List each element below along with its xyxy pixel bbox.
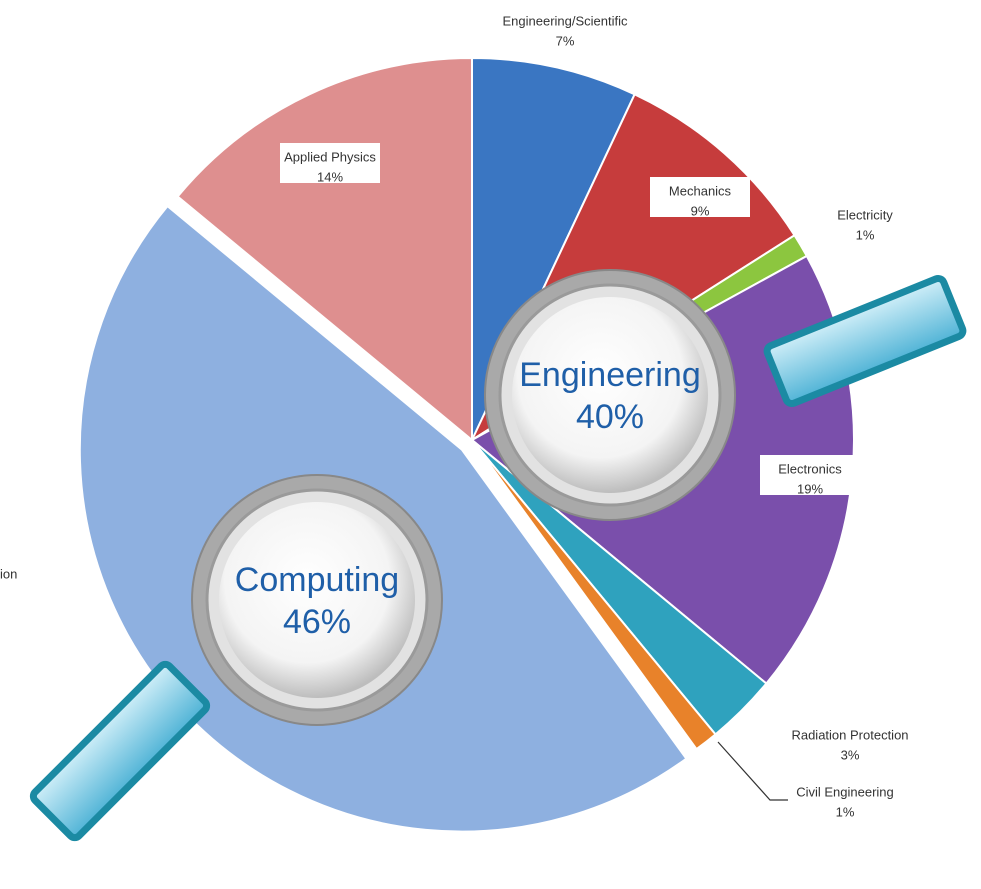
slice-value-label: 19% [797,481,823,496]
label-box [280,143,380,183]
group-value: 46% [283,603,351,641]
slice-label: Civil Engineering [796,784,894,799]
magnifier-handle [29,660,211,842]
slice-value-label: 1% [856,227,875,242]
slice-label: ion [0,566,17,581]
pie-slice [176,56,473,443]
magnifier-lens [512,297,708,493]
group-value: 40% [576,398,644,436]
slice-value-label: 7% [556,33,575,48]
group-name: Engineering [519,356,700,394]
slice-label: Applied Physics [284,149,376,164]
pie-slice [471,439,717,751]
slice-label: Radiation Protection [791,727,908,742]
magnifier-lens [219,502,415,698]
slice-label: Electricity [837,207,893,222]
label-box [760,455,860,495]
group-name: Computing [235,561,399,599]
slice-value-label: 14% [317,169,343,184]
slice-value-label: 1% [836,804,855,819]
label-box [650,177,750,217]
slice-label: Mechanics [669,183,732,198]
slice-label: Engineering/Scientific [502,13,628,28]
magnifiers: Engineering 40% Computing 46% [29,269,967,842]
magnifier-handle [763,274,967,408]
slice-labels: Engineering/Scientific 7% Mechanics 9% Elect… [0,13,909,819]
slice-value-label: 9% [691,203,710,218]
slice-label: Electronics [778,461,842,476]
leader-line [717,741,788,801]
slice-value-label: 3% [841,747,860,762]
